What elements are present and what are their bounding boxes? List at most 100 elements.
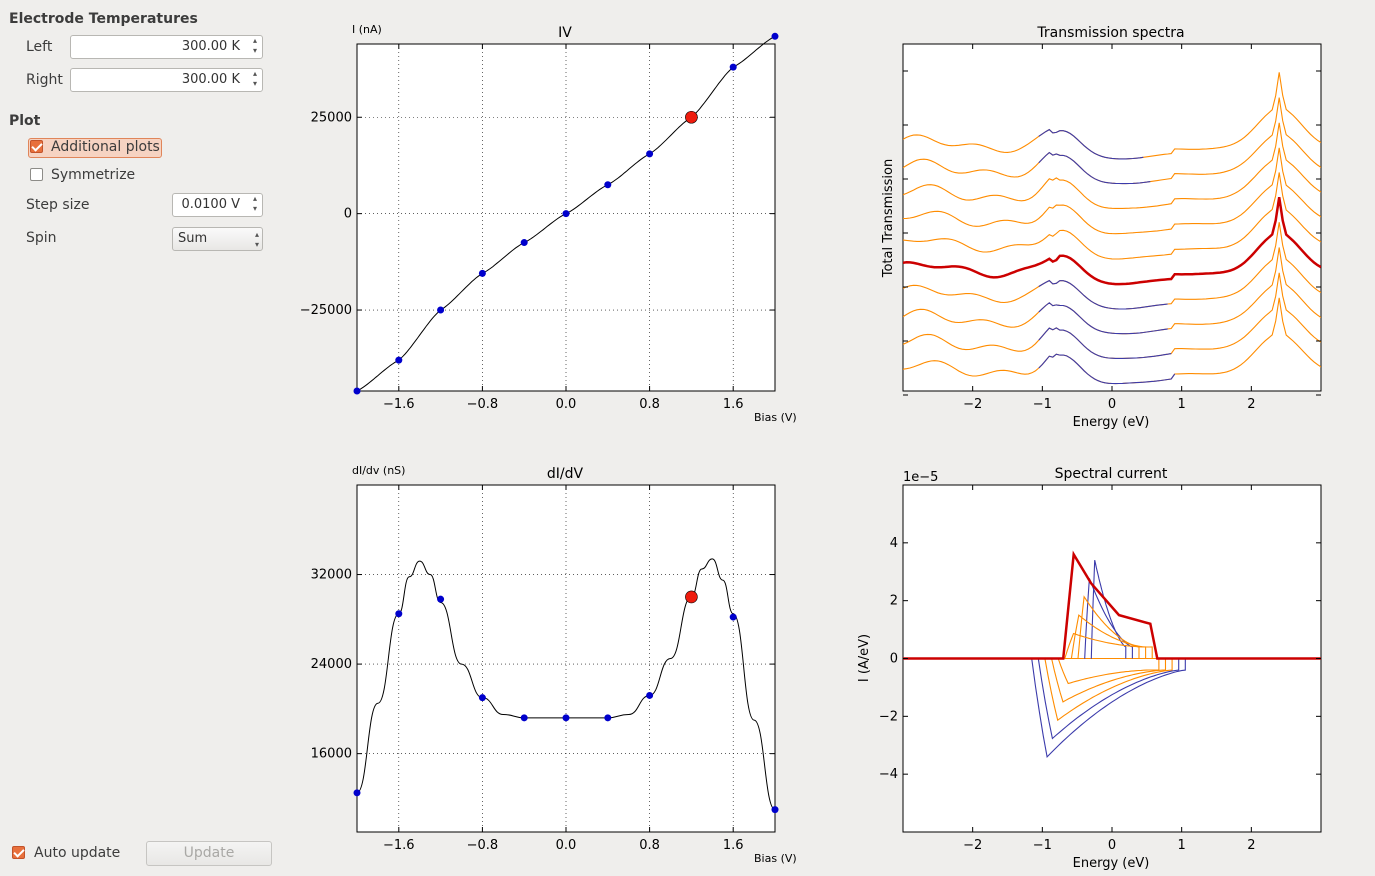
- transmission-window-segment: [1038, 128, 1144, 160]
- transmission-window-segment: [1038, 279, 1168, 310]
- step-size-spinbox[interactable]: 0.0100 V ▴ ▾: [172, 193, 263, 217]
- transmission-window-segment: [1038, 302, 1168, 335]
- y-tick-label: 32000: [311, 568, 352, 583]
- didv-marker: [437, 595, 445, 603]
- y-tick-label: −4: [879, 767, 898, 782]
- y-tick-label: −2: [879, 709, 898, 724]
- spectral-ylabel: I (A/eV): [857, 634, 872, 682]
- spin-select[interactable]: Sum ▴ ▾: [172, 227, 263, 251]
- didv-marker: [353, 789, 361, 797]
- x-tick-label: −1.6: [383, 838, 415, 853]
- transmission-axes: −2 −1 0 1 2: [903, 44, 1321, 412]
- transmission-window-segment: [1038, 327, 1172, 359]
- spin-arrows-icon[interactable]: ▴ ▾: [252, 194, 257, 213]
- plot-section-title: Plot: [9, 113, 41, 129]
- transmission-window-segment: [1038, 151, 1151, 185]
- didv-ylabel: dI/dv (nS): [352, 464, 405, 477]
- didv-plot-area: [356, 484, 776, 833]
- right-temp-spinbox[interactable]: 300.00 K ▴ ▾: [70, 68, 263, 92]
- iv-marker: [520, 239, 528, 247]
- spectral-axes: −2 −1 0 1 2 −4 −2 0 2 4: [879, 485, 1321, 853]
- x-tick-label: 2: [1247, 838, 1255, 853]
- x-tick-label: −0.8: [467, 397, 499, 412]
- transmission-curves: [903, 72, 1321, 385]
- additional-plots-checkbox[interactable]: [30, 140, 43, 153]
- didv-selected-marker: [685, 590, 698, 604]
- right-temp-label: Right: [26, 72, 63, 88]
- iv-marker: [437, 306, 445, 314]
- x-tick-label: 1: [1178, 838, 1186, 853]
- didv-markers: [353, 590, 779, 814]
- didv-xlabel: Bias (V): [754, 852, 797, 865]
- didv-axes: −1.6 −0.8 0.0 0.8 1.6 16000 24000 32000: [311, 485, 775, 853]
- iv-xlabel: Bias (V): [754, 411, 797, 424]
- iv-marker: [729, 63, 737, 71]
- y-tick-label: 0: [344, 207, 352, 222]
- left-temp-label: Left: [26, 39, 53, 55]
- x-tick-label: −1: [1033, 838, 1052, 853]
- auto-update-label[interactable]: Auto update: [34, 845, 121, 861]
- y-tick-label: −25000: [300, 303, 352, 318]
- iv-marker: [604, 181, 612, 189]
- y-tick-label: 4: [890, 536, 898, 551]
- spectral-curves: [903, 550, 1321, 759]
- x-tick-label: 2: [1247, 397, 1255, 412]
- spectral-curve: [1037, 657, 1180, 740]
- y-tick-label: 24000: [311, 657, 352, 672]
- x-tick-label: 1.6: [723, 397, 744, 412]
- iv-ylabel: I (nA): [352, 23, 382, 36]
- chevron-updown-icon[interactable]: ▴ ▾: [254, 230, 259, 249]
- additional-plots-label[interactable]: Additional plots: [51, 139, 160, 155]
- spectral-offset-label: 1e−5: [903, 470, 938, 485]
- step-size-label: Step size: [26, 197, 90, 213]
- spectral-curve: [1044, 657, 1173, 722]
- y-tick-label: 0: [890, 652, 898, 667]
- spin-select-value[interactable]: Sum: [178, 231, 208, 246]
- didv-marker: [729, 613, 737, 621]
- didv-marker: [395, 610, 403, 618]
- x-tick-label: −0.8: [467, 838, 499, 853]
- left-temp-value[interactable]: 300.00 K: [181, 39, 240, 54]
- transmission-chart: −2 −1 0 1 2 Transmission spectra Total Trans…: [881, 25, 1322, 430]
- didv-title: dI/dV: [547, 466, 584, 482]
- symmetrize-label[interactable]: Symmetrize: [51, 167, 136, 183]
- didv-marker: [771, 806, 779, 814]
- transmission-ylabel: Total Transmission: [881, 159, 896, 278]
- iv-marker: [353, 387, 361, 395]
- didv-marker: [646, 691, 654, 699]
- update-button[interactable]: Update: [146, 841, 272, 866]
- iv-marker: [646, 150, 654, 158]
- x-tick-label: 1.6: [723, 838, 744, 853]
- spin-arrows-icon[interactable]: ▴ ▾: [252, 36, 257, 55]
- didv-marker: [562, 714, 570, 722]
- additional-plots-focus: [28, 138, 162, 158]
- didv-marker: [520, 714, 528, 722]
- spectral-curve: [1051, 657, 1167, 703]
- iv-markers: [353, 32, 779, 395]
- x-tick-label: 0.0: [556, 838, 577, 853]
- auto-update-checkbox[interactable]: [12, 846, 25, 859]
- y-tick-label: 2: [890, 594, 898, 609]
- transmission-curve: [903, 147, 1321, 235]
- iv-title: IV: [558, 25, 572, 41]
- x-tick-label: 0: [1108, 838, 1116, 853]
- didv-marker: [478, 694, 486, 702]
- x-tick-label: −2: [963, 838, 982, 853]
- symmetrize-checkbox[interactable]: [30, 168, 43, 181]
- iv-marker: [478, 269, 486, 277]
- didv-marker: [604, 714, 612, 722]
- spectral-title: Spectral current: [1055, 466, 1168, 482]
- right-temp-value[interactable]: 300.00 K: [181, 72, 240, 87]
- iv-marker: [395, 356, 403, 364]
- x-tick-label: 0: [1108, 397, 1116, 412]
- spin-arrows-icon[interactable]: ▴ ▾: [252, 69, 257, 88]
- transmission-curve: [903, 172, 1321, 260]
- step-size-value[interactable]: 0.0100 V: [181, 197, 240, 212]
- spectral-curve: [1064, 632, 1153, 659]
- left-temp-spinbox[interactable]: 300.00 K ▴ ▾: [70, 35, 263, 59]
- x-tick-label: 1: [1178, 397, 1186, 412]
- x-tick-label: 0.0: [556, 397, 577, 412]
- spectral-xlabel: Energy (eV): [1073, 856, 1150, 871]
